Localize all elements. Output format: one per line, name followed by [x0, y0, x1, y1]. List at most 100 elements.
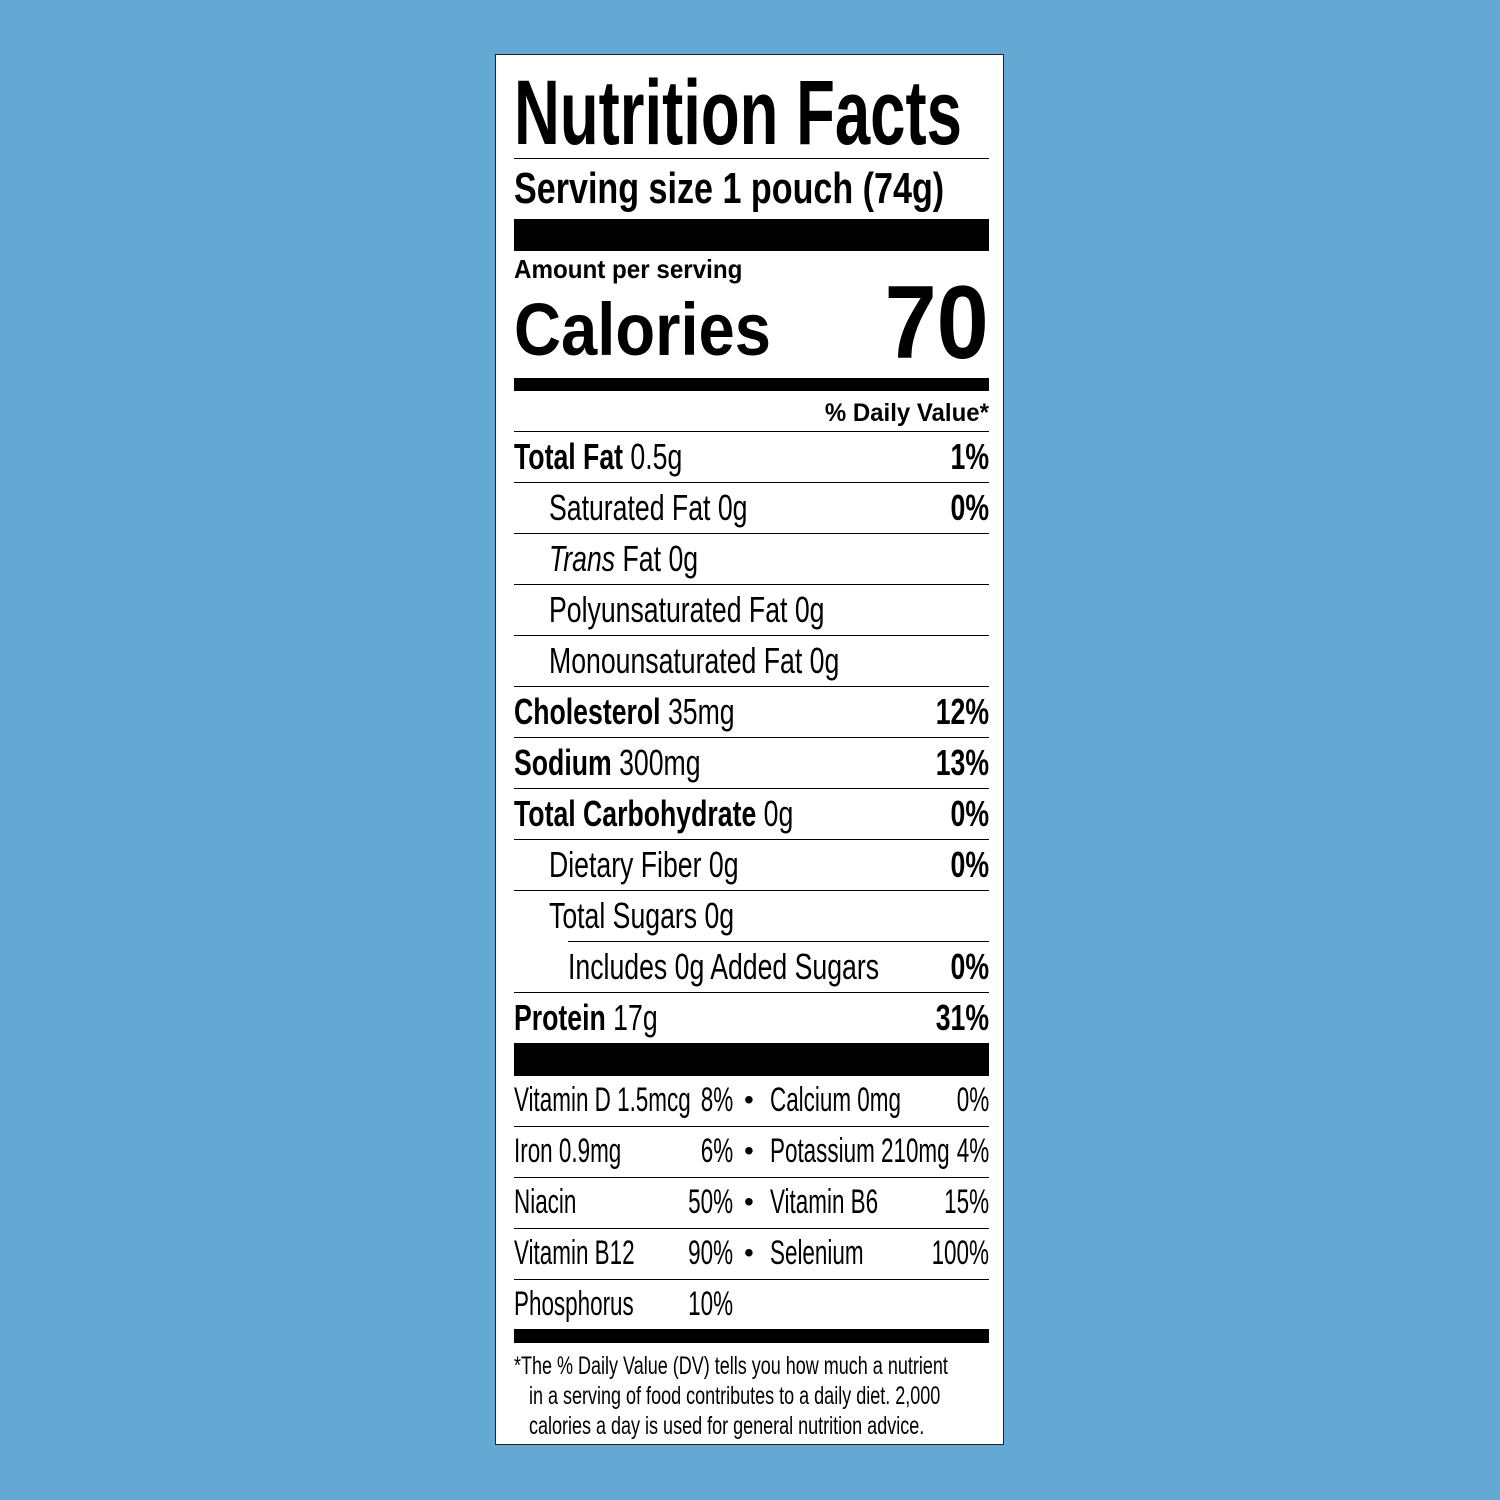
text: Selenium: [770, 1234, 864, 1272]
vitamin-left-dv: 8%: [684, 1076, 733, 1124]
vitamin-left-dv: 6%: [684, 1127, 733, 1175]
nutrient-row: Sodium 300mg 13%: [514, 737, 989, 788]
bullet: •: [744, 1237, 754, 1268]
nutrient-name: Includes 0g Added Sugars: [568, 946, 880, 987]
vitamin-right-name: Potassium 210mg: [770, 1127, 1042, 1175]
nutrient-row: Cholesterol 35mg 12%: [514, 686, 989, 737]
footnote-line: in a serving of food contributes to a da…: [514, 1381, 989, 1411]
nutrient-name-suffix: Fat: [622, 538, 662, 579]
nutrient-label: Dietary Fiber 0g: [549, 840, 805, 890]
nutrient-amount: 0g: [763, 793, 794, 834]
nutrient-amount: 0g: [708, 844, 739, 885]
nutrient-text: Saturated Fat 0g: [549, 483, 747, 533]
nutrient-name: Dietary Fiber: [549, 844, 702, 885]
vitamin-left-name: Phosphorus: [514, 1280, 695, 1328]
amount-per-serving: Amount per serving: [514, 254, 743, 284]
text: 8%: [700, 1081, 733, 1119]
nutrient-dv-value: 13%: [935, 742, 989, 783]
nutrient-name: Total Fat: [514, 436, 624, 477]
thick-divider: [514, 1043, 989, 1076]
footnote-text: calories a day is used for general nutri…: [529, 1412, 925, 1440]
vitamin-left-dv: 10%: [665, 1280, 733, 1328]
footnote-line: calories a day is used for general nutri…: [514, 1411, 989, 1441]
nutrient-name: Cholesterol: [514, 691, 661, 732]
nutrient-name: Total Carbohydrate: [514, 793, 757, 834]
nutrient-label: Polyunsaturated Fat 0g: [549, 585, 921, 635]
vitamin-right-dv: 100%: [902, 1229, 989, 1277]
text: 10%: [688, 1285, 733, 1323]
nutrient-text: Cholesterol 35mg: [514, 687, 735, 737]
text: 15%: [944, 1183, 989, 1221]
nutrient-label: Protein 17g: [514, 993, 708, 1043]
nutrient-row: Dietary Fiber 0g 0%: [514, 839, 989, 890]
nutrient-name: Protein: [514, 997, 606, 1038]
nutrient-dv-value: 0%: [950, 487, 989, 528]
nutrient-dv: 0%: [937, 942, 989, 992]
nutrient-text: Sodium 300mg: [514, 738, 701, 788]
nutrient-amount: 0g: [668, 538, 699, 579]
nutrient-amount: 0g: [809, 640, 840, 681]
serving-size: Serving size 1 pouch (74g): [514, 164, 945, 213]
text: Vitamin D 1.5mcg: [514, 1081, 691, 1119]
nutrient-text: Total Fat 0.5g: [514, 432, 682, 482]
nutrient-row: Protein 17g 31%: [514, 992, 989, 1043]
nutrient-label: Total Fat 0.5g: [514, 432, 741, 482]
nutrient-dv-value: 12%: [935, 691, 989, 732]
vitamin-left-name: Vitamin B12: [514, 1229, 697, 1277]
vitamin-left-name: Niacin: [514, 1178, 608, 1226]
nutrient-text: Includes 0g Added Sugars: [568, 942, 879, 992]
nutrient-text: Monounsaturated Fat 0g: [549, 636, 839, 686]
text: Potassium 210mg: [770, 1132, 950, 1170]
text: Phosphorus: [514, 1285, 634, 1323]
nutrient-text: Dietary Fiber 0g: [549, 840, 739, 890]
vitamin-left-dv: 50%: [665, 1178, 733, 1226]
footnote: *The % Daily Value (DV) tells you how mu…: [514, 1351, 989, 1441]
nutrient-row: Total Sugars 0g: [514, 890, 989, 941]
nutrient-dv: 0%: [937, 840, 989, 890]
nutrient-dv: 0%: [937, 483, 989, 533]
nutrient-text: Total Sugars 0g: [549, 891, 734, 941]
nutrient-label: Saturated Fat 0g: [549, 483, 817, 533]
nutrition-facts-label: Nutrition Facts Serving size 1 pouch (74…: [495, 54, 1004, 1445]
nutrient-name: Sodium: [514, 742, 612, 783]
nutrient-amount: 0.5g: [630, 436, 683, 477]
nutrient-dv-value: 0%: [950, 793, 989, 834]
medium-divider: [514, 378, 989, 391]
nutrient-list: Total Fat 0.5g 1% Saturated Fat 0g 0% Trans …: [514, 431, 989, 1043]
nutrient-amount: 0g: [704, 895, 735, 936]
nutrient-label: Total Carbohydrate 0g: [514, 789, 891, 839]
nutrient-label: Monounsaturated Fat 0g: [549, 636, 941, 686]
text: Niacin: [514, 1183, 577, 1221]
nutrient-row: Includes 0g Added Sugars 0%: [568, 941, 989, 992]
nutrient-text: Protein 17g: [514, 993, 658, 1043]
bullet: •: [744, 1135, 754, 1166]
footnote-text: *The % Daily Value (DV) tells you how mu…: [514, 1352, 948, 1380]
vitamin-right-name: Selenium: [770, 1229, 912, 1277]
calories-value: 70: [884, 265, 989, 381]
nutrient-name: Trans: [549, 538, 616, 579]
vitamin-left-dv: 90%: [665, 1229, 733, 1277]
vitamin-right-name: Vitamin B6: [770, 1178, 934, 1226]
nutrient-label: Sodium 300mg: [514, 738, 766, 788]
thick-divider: [514, 219, 989, 251]
nutrient-dv-value: 0%: [950, 844, 989, 885]
nutrient-row: Total Carbohydrate 0g 0%: [514, 788, 989, 839]
vitamin-row: Vitamin B12 90% • Selenium 100%: [514, 1229, 989, 1280]
text: 100%: [931, 1234, 989, 1272]
footnote-line: *The % Daily Value (DV) tells you how mu…: [514, 1351, 989, 1381]
nutrient-row: Polyunsaturated Fat 0g: [514, 584, 989, 635]
nutrient-text: Polyunsaturated Fat 0g: [549, 585, 824, 635]
nutrient-amount: 0g: [794, 589, 825, 630]
vitamin-row: Niacin 50% • Vitamin B6 15%: [514, 1178, 989, 1229]
nutrient-text: Trans Fat 0g: [549, 534, 698, 584]
nutrient-dv: 13%: [917, 738, 989, 788]
text: Iron 0.9mg: [514, 1132, 622, 1170]
nutrient-amount: 35mg: [667, 691, 735, 732]
vitamin-row: Phosphorus 10%: [514, 1280, 989, 1330]
text: 0%: [956, 1081, 989, 1119]
text: 4%: [956, 1132, 989, 1170]
bullet: •: [744, 1084, 754, 1115]
vitamin-row: Vitamin D 1.5mcg 8% • Calcium 0mg 0%: [514, 1076, 989, 1127]
nutrient-dv-value: 1%: [950, 436, 989, 477]
text: Vitamin B6: [770, 1183, 879, 1221]
